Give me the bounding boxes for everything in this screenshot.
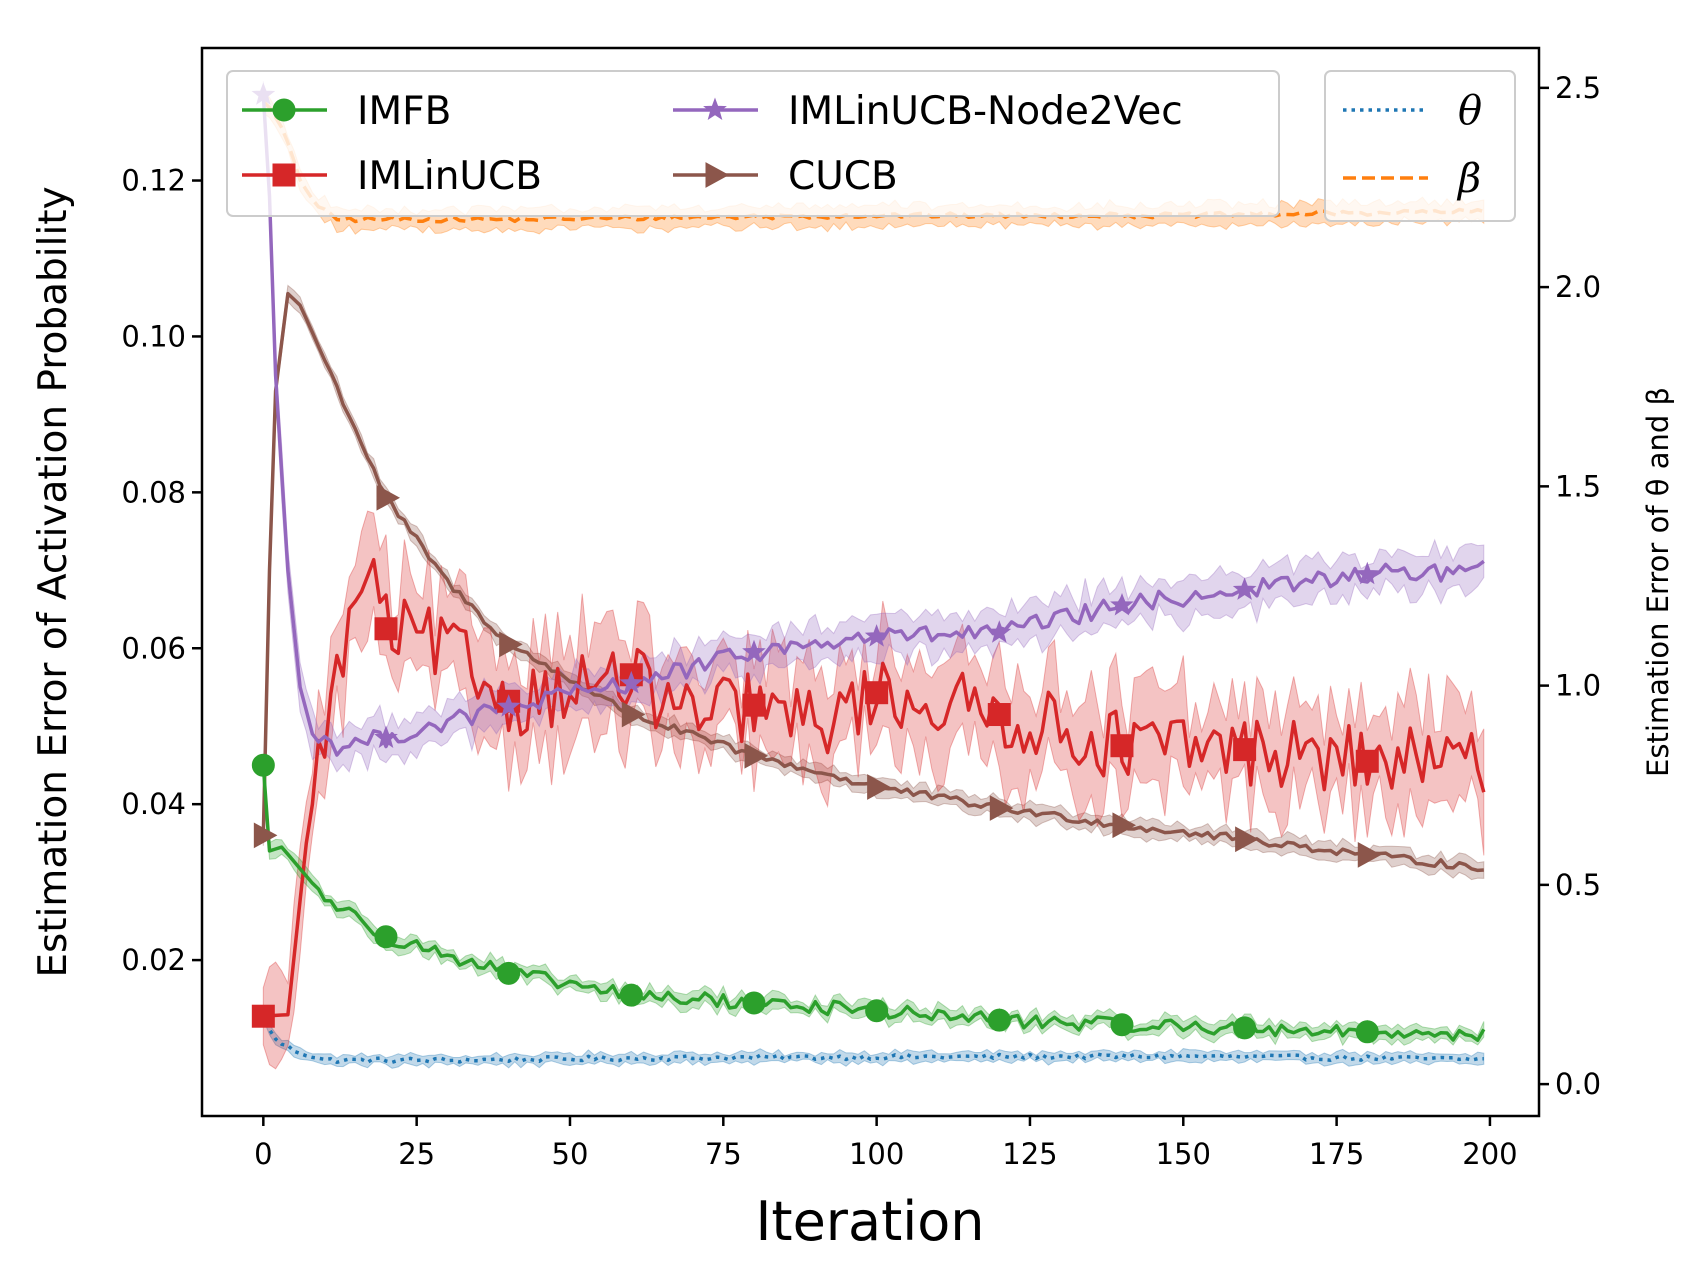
marker-cucb [1112,812,1136,839]
left-tick-label: 0.10 [121,319,186,353]
marker-cucb [253,822,278,849]
right-tick-label: 2.5 [1555,71,1601,105]
marker-cucb [499,631,523,658]
marker-imlinucb [251,1004,275,1028]
marker-imlinucb [1233,738,1257,762]
x-axis-ticks: 0 25 50 75 100 125 150 175 200 [254,1116,1518,1171]
marker-cucb [744,743,769,769]
legend-item-imfb: IMFB [242,89,451,134]
legend-label: IMLinUCB-Node2Vec [788,89,1183,134]
marker-imlinucb [1355,749,1379,773]
left-axis-label: Estimation Error of Activation Probabili… [31,186,76,977]
marker-imlinucb-node2vec [1232,577,1257,600]
legend-label: θ [1458,88,1482,134]
legend-item-beta: β [1343,156,1481,202]
left-tick-label: 0.08 [121,475,186,509]
legend-item-theta: θ [1343,88,1482,134]
marker-imfb [987,1008,1011,1032]
right-axis-label: Estimation Error of θ and β [1641,387,1675,777]
legend-label: β [1456,156,1481,202]
left-tick-label: 0.04 [121,787,186,821]
marker-imfb [251,753,275,777]
legend-label: IMFB [357,89,451,134]
right-tick-label: 1.0 [1555,669,1601,703]
legend-marker [705,162,730,188]
legend-left: IMFB IMLinUCB IMLinUCB-Node2Vec CUCB [226,70,1280,217]
legend-label: CUCB [788,154,898,199]
legend-left-frame [226,70,1280,217]
legend-item-cucb: CUCB [673,154,898,199]
band-imlinucb [262,510,1485,1070]
legend-right-frame [1324,70,1516,222]
marker-imlinucb-node2vec [619,670,644,694]
marker-imfb [742,991,766,1015]
x-tick-label: 50 [552,1137,589,1171]
right-tick-label: 2.0 [1555,270,1601,304]
legend-right: θβ [1324,70,1516,222]
legend-marker [272,163,296,187]
x-tick-label: 0 [254,1137,272,1171]
left-tick-label: 0.12 [121,164,186,198]
marker-imlinucb [1110,734,1134,758]
marker-cucb [1357,842,1382,868]
marker-imlinucb-node2vec [987,620,1012,643]
left-tick-label: 0.06 [121,631,186,665]
marker-cucb [867,774,891,800]
x-tick-label: 200 [1462,1137,1517,1171]
marker-imlinucb [987,703,1011,727]
band-theta [262,1011,1485,1069]
x-tick-label: 150 [1156,1137,1211,1171]
marker-cucb [989,795,1014,821]
band-cucb [262,284,1485,881]
legend-item-imlinucb-node2vec: IMLinUCB-Node2Vec [673,89,1183,134]
legend-marker [272,98,296,122]
marker-imlinucb-node2vec [1355,561,1380,585]
band-imfb [262,759,1485,1047]
marker-cucb [376,484,401,511]
legend-item-imlinucb: IMLinUCB [242,154,542,199]
marker-imlinucb [865,681,889,705]
x-tick-label: 125 [1002,1137,1057,1171]
marker-imlinucb-node2vec [496,694,521,717]
marker-imlinucb-node2vec [742,639,766,663]
marker-imfb [619,983,643,1007]
marker-imlinucb [742,693,766,717]
line-imlinucb [263,557,1486,1018]
x-axis-label: Iteration [755,1190,984,1253]
marker-imfb [1233,1016,1257,1040]
marker-imlinucb-node2vec [864,624,889,647]
right-tick-label: 0.5 [1555,868,1601,902]
right-tick-label: 0.0 [1555,1067,1601,1101]
right-tick-label: 1.5 [1555,469,1601,503]
marker-imlinucb-node2vec [1110,592,1134,616]
x-tick-label: 100 [849,1137,904,1171]
left-tick-label: 0.02 [121,943,186,977]
legend-label: IMLinUCB [357,154,542,199]
marker-imfb [1355,1020,1379,1044]
marker-imlinucb [374,617,398,641]
marker-cucb [621,701,646,728]
marker-imfb [1110,1013,1134,1037]
marker-imlinucb-node2vec [374,725,398,748]
marker-imfb [865,999,889,1023]
x-tick-label: 75 [705,1137,742,1171]
x-tick-label: 175 [1309,1137,1364,1171]
marker-imfb [374,925,398,949]
marker-imfb [497,961,521,985]
plot-frame [200,46,1541,1118]
x-tick-label: 25 [398,1137,435,1171]
left-axis-ticks: 0.02 0.04 0.06 0.08 0.10 0.12 [121,164,202,977]
marker-cucb [1235,826,1259,853]
line-theta [261,1014,1484,1065]
series-markers [251,82,1382,1044]
right-axis-ticks: 0.0 0.5 1.0 1.5 2.0 2.5 [1539,71,1601,1101]
legend-marker [703,97,727,121]
